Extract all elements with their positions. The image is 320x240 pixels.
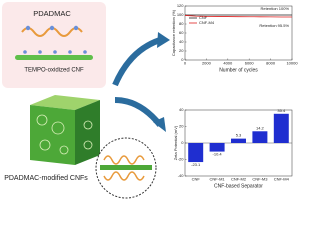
y-tick-label: 100 [177, 12, 184, 17]
x-axis-label: CNF-based Separator [214, 183, 263, 189]
x-tick-label: CNF [192, 177, 201, 182]
y-tick-label: 80 [179, 21, 184, 26]
bar [209, 143, 225, 152]
value-label: -23.1 [191, 162, 201, 167]
cnf-fiber [15, 55, 93, 60]
bar [273, 113, 289, 143]
cube-front [30, 105, 75, 165]
value-label: 35.4 [277, 108, 286, 113]
value-label: -10.4 [213, 152, 223, 157]
y-tick-label: -20 [178, 157, 185, 162]
arrow-up-head [157, 32, 170, 48]
x-tick-label: CNF-M4 [274, 177, 290, 182]
modified-label: PDADMAC-modified CNFs [4, 175, 88, 182]
cube-pores [36, 114, 93, 155]
series-line [184, 15, 293, 18]
bar [188, 143, 204, 163]
bar [231, 138, 246, 143]
y-tick-label: 0 [181, 57, 184, 62]
x-tick-label: 4000 [223, 61, 233, 66]
x-tick-label: CNF-M2 [231, 177, 247, 182]
x-tick-label: CNF-M1 [210, 177, 226, 182]
annotation: Retention 100% [261, 6, 290, 11]
value-label: 14.2 [256, 125, 265, 130]
y-tick-label: 60 [179, 30, 184, 35]
arrow-up [112, 37, 162, 87]
y-tick-label: 40 [179, 107, 184, 112]
value-label: 5.3 [236, 133, 242, 138]
bar [252, 131, 268, 143]
y-tick-label: 120 [177, 3, 184, 8]
x-tick-label: 6000 [245, 61, 255, 66]
x-axis-label: Number of cycles [219, 67, 258, 73]
arrow-down-head [153, 117, 166, 132]
annotation: Retention 95.5% [259, 23, 289, 28]
y-tick-label: 20 [179, 124, 184, 129]
y-tick-label: 40 [179, 39, 184, 44]
x-tick-label: 10000 [286, 61, 298, 66]
fiber-charges [23, 50, 87, 54]
arrow-down [114, 97, 163, 127]
y-axis-label: Zeta Potential (mV) [173, 125, 178, 160]
zoom-fiber [100, 165, 152, 170]
graphical-abstract: PDADMAC TEMPO-oxidized CNF PDADMAC-modif… [2, 2, 298, 199]
charges [25, 25, 79, 31]
x-tick-label: 2000 [202, 61, 212, 66]
legend-label: CNF-M4 [199, 20, 215, 25]
legend-label: CNF [199, 15, 208, 20]
molecule-panel [2, 2, 106, 88]
zoom-polymer [103, 155, 145, 181]
x-tick-label: CNF-M3 [252, 177, 268, 182]
cube-side [75, 100, 100, 165]
x-tick-label: 8000 [266, 61, 276, 66]
y-axis-label: Capacitance retention (%) [171, 9, 176, 56]
y-tick-label: -40 [178, 173, 185, 178]
page: PDADMAC TEMPO-oxidized CNF PDADMAC-modif… [2, 2, 298, 199]
pdadmac-label: PDADMAC [33, 9, 71, 18]
tempo-label: TEMPO-oxidized CNF [24, 68, 84, 74]
y-tick-label: 0 [181, 140, 184, 145]
cube-top [30, 95, 100, 110]
y-tick-label: 20 [179, 48, 184, 53]
x-tick-label: 0 [184, 61, 187, 66]
